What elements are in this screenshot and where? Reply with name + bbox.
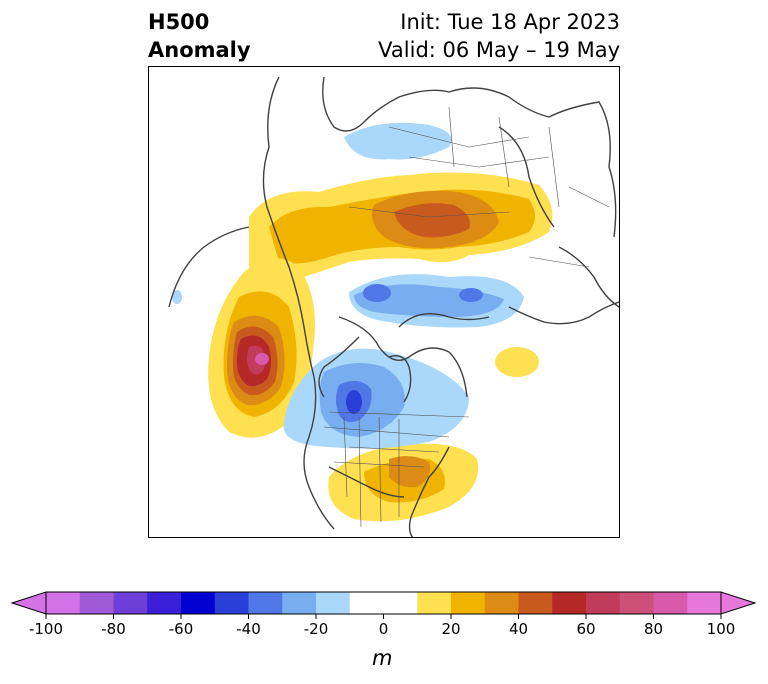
colorbar-cell [316,592,351,614]
colorbar-cell [46,592,81,614]
colorbar-cell [248,592,283,614]
colorbar-tick-label: 20 [441,620,460,638]
colorbar: -100 -80 -60 -40 -20 0 20 40 60 80 100 [10,591,757,638]
negative-anomaly-arctic [349,274,524,328]
colorbar-cell [417,592,452,614]
valid-range: Valid: 06 May – 19 May [378,38,620,62]
negative-anomaly-pacific-small [172,290,182,304]
colorbar-overflow-arrow [720,591,757,615]
anomaly-map [148,66,620,538]
borders [323,106,610,528]
colorbar-tick-label: 40 [509,620,528,638]
colorbar-cell [552,592,587,614]
colorbar-tick-label: -20 [304,620,329,638]
positive-anomaly-eastern-us [328,443,479,522]
positive-anomaly-atlantic [495,347,539,377]
colorbar-cell [619,592,654,614]
colorbar-cell [586,592,621,614]
colorbar-cell [113,592,148,614]
map-subtitle: Init: Tue 18 Apr 2023 Valid: 06 May – 19… [378,8,620,64]
colorbar-cell [282,592,317,614]
colorbar-cell [214,592,249,614]
colorbar-tick-label: -100 [29,620,63,638]
colorbar-cell [181,592,216,614]
colorbar-cell [147,592,182,614]
colorbar-tick-label: -60 [169,620,194,638]
colorbar-tick-label: 0 [379,620,389,638]
colorbar-ticks: -100 -80 -60 -40 -20 0 20 40 60 80 100 [29,614,735,638]
colorbar-underflow-arrow [10,591,47,615]
colorbar-cell [451,592,486,614]
init-date: Init: Tue 18 Apr 2023 [400,10,620,34]
positive-anomaly-arctic [249,172,553,285]
colorbar-tick-label: 80 [644,620,663,638]
negative-anomaly-canada [283,348,469,449]
negative-anomaly-north [344,122,452,160]
colorbar-cell [349,592,418,614]
colorbar-cell [518,592,553,614]
colorbar-tick-label: 100 [707,620,736,638]
colorbar-cell [484,592,519,614]
coastlines [168,76,619,537]
colorbar-tick-label: 60 [576,620,595,638]
map-edge-gap [149,285,153,319]
map-canvas [149,76,619,537]
colorbar-cell [653,592,688,614]
title-line-2: Anomaly [148,38,251,62]
colorbar-unit-label: m [372,646,393,670]
map-title: H500 Anomaly [148,8,251,64]
colorbar-cells [46,592,722,614]
colorbar-cell [687,592,722,614]
colorbar-tick-label: -80 [101,620,126,638]
colorbar-tick-label: -40 [236,620,261,638]
title-line-1: H500 [148,10,210,34]
positive-anomaly-pacific [208,258,315,438]
colorbar-cell [79,592,114,614]
